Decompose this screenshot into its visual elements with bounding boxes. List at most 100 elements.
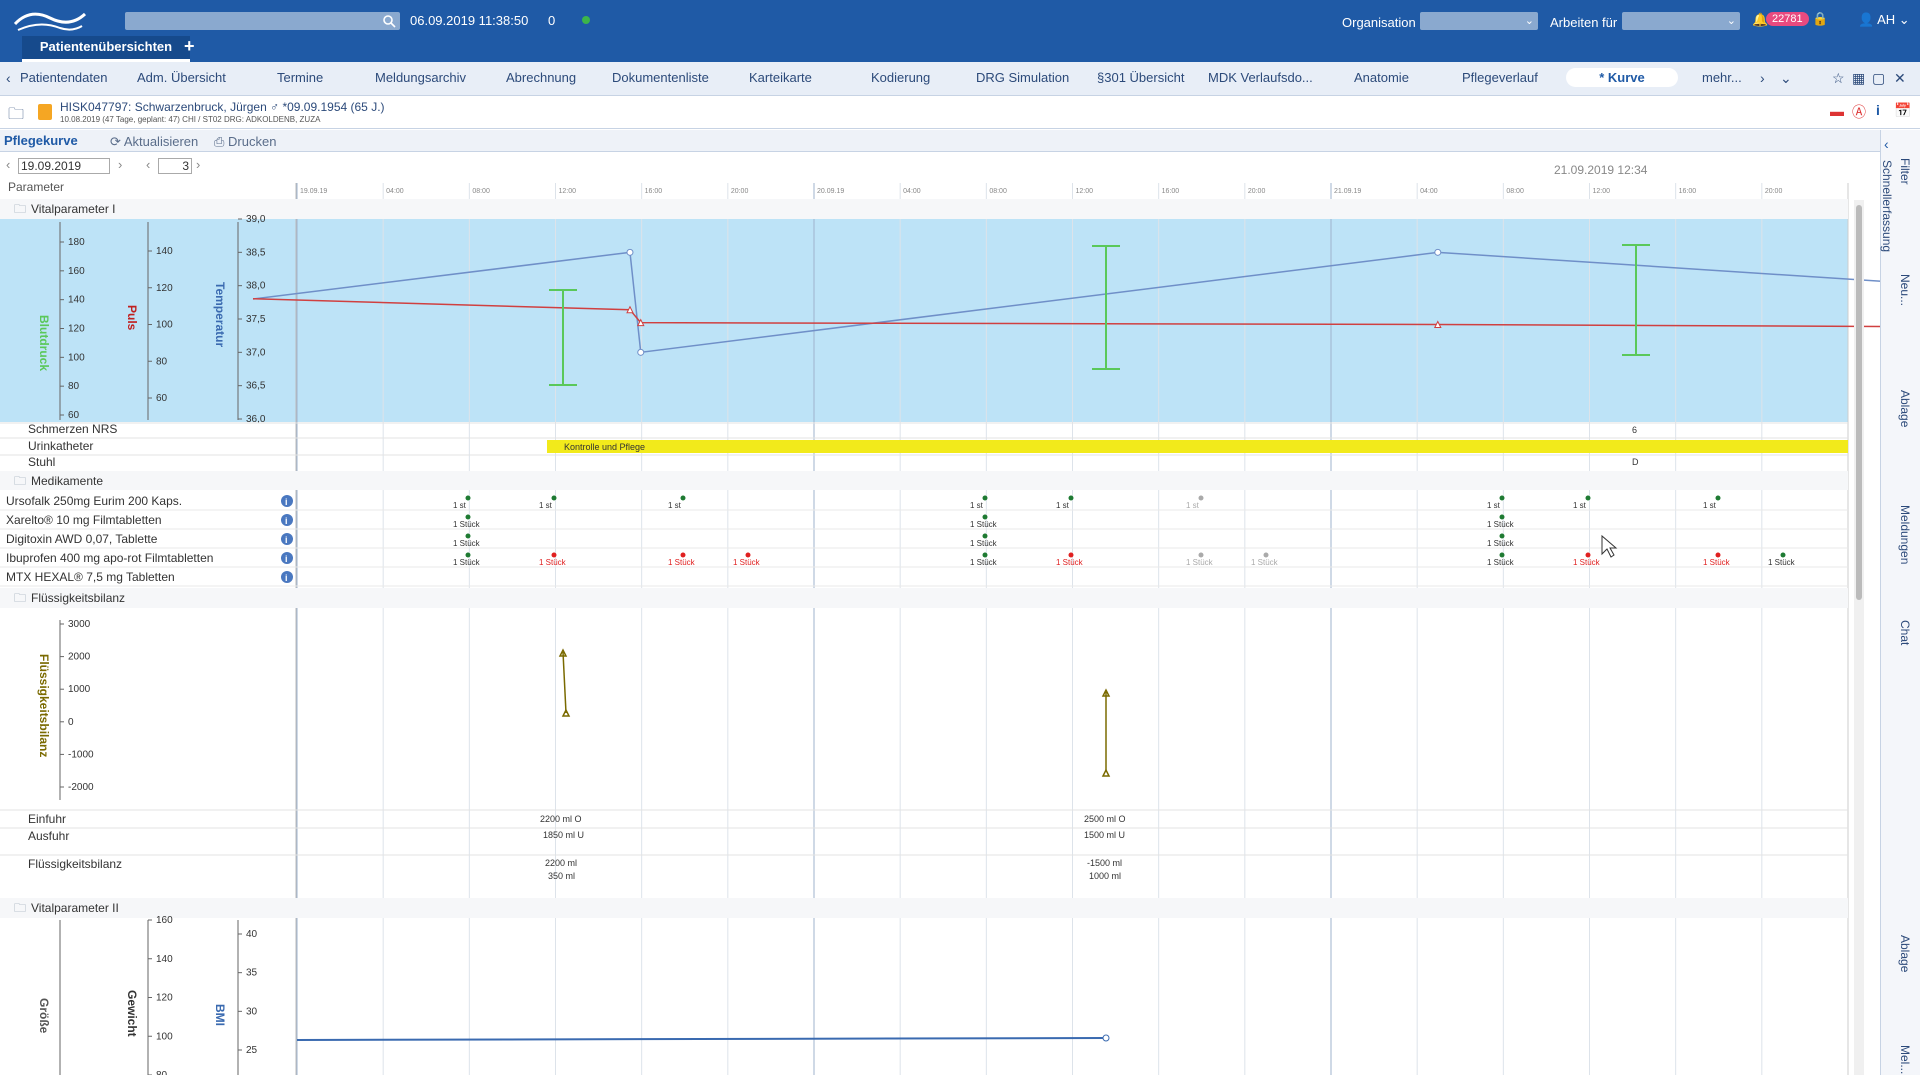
date-input[interactable]: 19.09.2019 xyxy=(18,158,110,174)
dose-marker[interactable] xyxy=(982,552,988,558)
section-fluid[interactable]: Flüssigkeitsbilanz xyxy=(31,591,125,605)
user-menu[interactable]: 👤 AH ⌄ xyxy=(1858,12,1910,27)
ausfuhr-value[interactable]: 1850 ml U xyxy=(543,830,584,840)
print-button[interactable]: ⎙ Drucken xyxy=(214,134,276,150)
medication-name[interactable]: MTX HEXAL® 7,5 mg Tabletten xyxy=(6,570,175,584)
row-schmerzen[interactable]: Schmerzen NRS xyxy=(28,422,117,436)
section-vital2[interactable]: Vitalparameter II xyxy=(31,901,119,915)
tab-kurve[interactable]: * Kurve xyxy=(1566,68,1678,87)
tab-drg-simulation[interactable]: DRG Simulation xyxy=(976,70,1070,85)
dose-marker[interactable] xyxy=(1499,533,1505,539)
dose-marker[interactable] xyxy=(1499,514,1505,520)
scrollbar-thumb[interactable] xyxy=(1856,205,1862,600)
info-icon[interactable] xyxy=(281,495,293,507)
pulse-point[interactable] xyxy=(1433,320,1442,328)
row-urinkatheter[interactable]: Urinkatheter xyxy=(28,439,93,453)
pulse-point[interactable] xyxy=(636,318,645,327)
row-einfuhr[interactable]: Einfuhr xyxy=(28,812,66,826)
tab-patientenuebersichten[interactable]: Patientenübersichten xyxy=(22,36,190,62)
tab-anatomie[interactable]: Anatomie xyxy=(1354,70,1409,85)
dose-marker[interactable] xyxy=(982,514,988,520)
search-input[interactable] xyxy=(125,12,400,30)
info-icon[interactable] xyxy=(281,571,293,583)
dose-marker[interactable] xyxy=(1499,552,1505,558)
star-icon[interactable]: ☆ xyxy=(1832,70,1845,86)
tab-pflegeverlauf[interactable]: Pflegeverlauf xyxy=(1462,70,1538,85)
tab-termine[interactable]: Termine xyxy=(277,70,324,85)
medication-name[interactable]: Ursofalk 250mg Eurim 200 Kaps. xyxy=(6,494,182,508)
medication-name[interactable]: Xarelto® 10 mg Filmtabletten xyxy=(6,513,162,527)
einfuhr-value[interactable]: 2200 ml O xyxy=(540,814,582,824)
dose-marker[interactable] xyxy=(1068,552,1074,558)
lock-icon[interactable]: 🔒 xyxy=(1812,11,1829,26)
row-bilanz[interactable]: Flüssigkeitsbilanz xyxy=(28,857,122,871)
section-medikamente[interactable]: Medikamente xyxy=(31,474,103,488)
tab-karteikarte[interactable]: Karteikarte xyxy=(749,70,812,85)
tab-mehr[interactable]: mehr... xyxy=(1702,70,1742,85)
medication-name[interactable]: Ibuprofen 400 mg apo-rot Filmtabletten xyxy=(6,551,213,565)
vertical-scrollbar[interactable] xyxy=(1854,200,1864,1075)
notification-badge[interactable]: 22781 xyxy=(1766,12,1809,26)
ausfuhr-value[interactable]: 1500 ml U xyxy=(1084,830,1125,840)
add-tab-button[interactable]: + xyxy=(184,36,195,56)
dose-marker[interactable] xyxy=(1198,552,1204,558)
dose-marker[interactable] xyxy=(982,495,988,501)
organisation-select[interactable]: ⌄ xyxy=(1420,12,1538,30)
info-icon[interactable] xyxy=(281,552,293,564)
days-input[interactable]: 3 xyxy=(158,158,192,174)
dose-marker[interactable] xyxy=(1068,495,1074,501)
bilanz-value[interactable]: 1000 ml xyxy=(1089,871,1121,881)
dose-marker[interactable] xyxy=(1263,552,1269,558)
dose-marker[interactable] xyxy=(1585,552,1591,558)
stuhl-value[interactable]: D xyxy=(1632,457,1639,467)
chevron-down-icon[interactable]: ⌄ xyxy=(1780,70,1792,86)
chevron-right-icon[interactable]: › xyxy=(1760,70,1765,86)
tab-kodierung[interactable]: Kodierung xyxy=(871,70,931,85)
dose-marker[interactable] xyxy=(680,552,686,558)
bell-icon[interactable]: 🔔 xyxy=(1752,12,1769,27)
dose-marker[interactable] xyxy=(1780,552,1786,558)
tab-pflegekurve[interactable]: Pflegekurve xyxy=(4,133,78,148)
row-ausfuhr[interactable]: Ausfuhr xyxy=(28,829,69,843)
pulse-line[interactable] xyxy=(252,298,1920,328)
layout-icon[interactable]: ▦ xyxy=(1852,70,1866,86)
close-icon[interactable]: ✕ xyxy=(1894,70,1906,86)
side-tab-schnellerfassung[interactable]: Schnellerfassung xyxy=(1880,160,1894,253)
fluid-range[interactable] xyxy=(562,651,567,714)
chevron-left-icon[interactable]: ‹ xyxy=(6,157,11,172)
tab-meldungsarchiv[interactable]: Meldungsarchiv xyxy=(375,70,467,85)
bmi-line[interactable] xyxy=(296,1037,1107,1041)
tab-adm-uebersicht[interactable]: Adm. Übersicht xyxy=(137,70,226,85)
bilanz-value[interactable]: 2200 ml xyxy=(545,858,577,868)
dose-marker[interactable] xyxy=(465,495,471,501)
side-tab-ablage[interactable]: Ablage xyxy=(1898,390,1912,428)
temperature-line[interactable] xyxy=(252,251,1920,354)
calendar-icon[interactable]: 📅 xyxy=(1894,102,1912,118)
patient-name[interactable]: HISK047797: Schwarzenbruck, Jürgen ♂ *09… xyxy=(60,100,385,114)
dose-marker[interactable] xyxy=(465,552,471,558)
schmerzen-value[interactable]: 6 xyxy=(1632,425,1637,435)
dose-marker[interactable] xyxy=(1499,495,1505,501)
arbeiten-fuer-select[interactable]: ⌄ xyxy=(1622,12,1740,30)
bmi-point[interactable] xyxy=(1102,1034,1110,1042)
folder-icon[interactable]: 🗀 xyxy=(8,106,25,123)
tab-301-uebersicht[interactable]: §301 Übersicht xyxy=(1097,70,1185,85)
side-tab-filter[interactable]: Filter xyxy=(1898,158,1912,185)
dose-marker[interactable] xyxy=(1715,552,1721,558)
dose-marker[interactable] xyxy=(1585,495,1591,501)
chevron-left-icon[interactable]: ‹ xyxy=(146,157,151,172)
allergy-icon[interactable]: Ⓐ xyxy=(1852,104,1866,120)
section-vital1[interactable]: Vitalparameter I xyxy=(31,202,116,216)
dose-marker[interactable] xyxy=(680,495,686,501)
medication-name[interactable]: Digitoxin AWD 0,07, Tablette xyxy=(6,532,158,546)
chevron-right-icon[interactable]: › xyxy=(118,157,123,172)
tab-patientendaten[interactable]: Patientendaten xyxy=(20,70,108,85)
side-tab-mel[interactable]: Mel... xyxy=(1898,1045,1912,1075)
dose-marker[interactable] xyxy=(551,495,557,501)
maximize-icon[interactable]: ▢ xyxy=(1872,70,1886,86)
dose-marker[interactable] xyxy=(745,552,751,558)
dose-marker[interactable] xyxy=(982,533,988,539)
chevron-left-icon[interactable]: ‹ xyxy=(6,70,11,86)
info-icon[interactable] xyxy=(281,514,293,526)
info-icon[interactable]: i xyxy=(1876,102,1880,118)
